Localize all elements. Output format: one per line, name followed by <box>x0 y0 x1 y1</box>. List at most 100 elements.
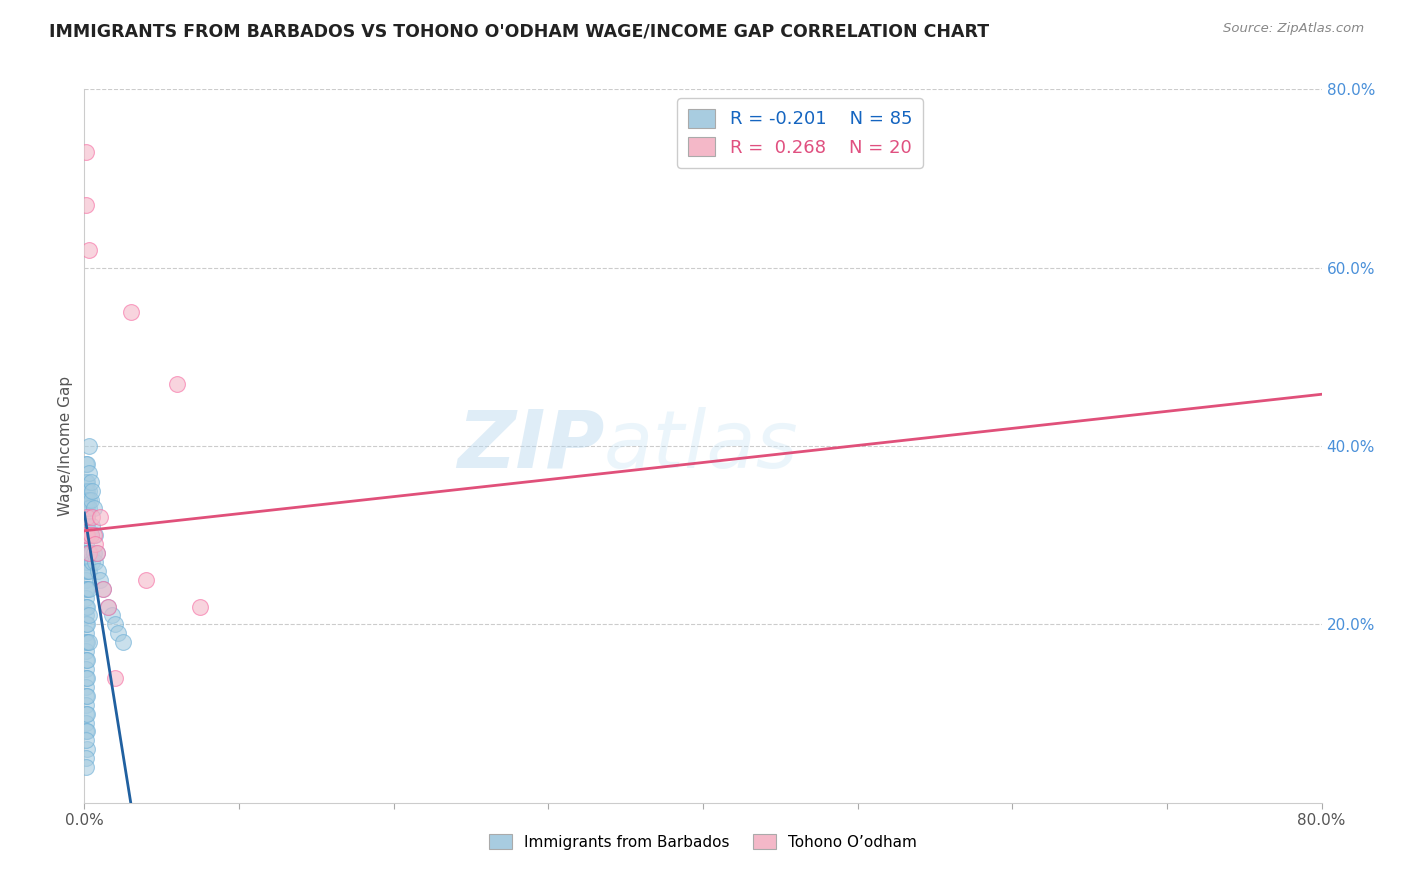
Point <box>75 457 97 471</box>
Point <box>83 501 105 516</box>
Point <box>75 537 97 551</box>
Point <box>82 519 104 533</box>
Point <box>89 573 111 587</box>
Point <box>76 501 98 516</box>
Point <box>96 599 118 614</box>
Point <box>75 145 97 159</box>
Point <box>75 528 97 542</box>
Point <box>79 528 101 542</box>
Point <box>76 671 98 685</box>
Point <box>75 492 97 507</box>
Point <box>75 198 97 212</box>
Point <box>76 546 98 560</box>
Point <box>77 546 100 560</box>
Point <box>84 528 107 542</box>
Point <box>76 528 98 542</box>
Point <box>75 528 97 542</box>
Point <box>76 528 98 542</box>
Point <box>76 599 98 614</box>
Point <box>75 483 97 498</box>
Y-axis label: Wage/Income Gap: Wage/Income Gap <box>58 376 73 516</box>
Point <box>76 689 98 703</box>
Point <box>77 635 100 649</box>
Point <box>76 457 98 471</box>
Point <box>75 475 97 489</box>
Point <box>89 510 111 524</box>
Point <box>75 635 97 649</box>
Point <box>83 546 105 560</box>
Point <box>75 519 97 533</box>
Point <box>83 528 105 542</box>
Point <box>120 305 142 319</box>
Point <box>75 626 97 640</box>
Point <box>76 483 98 498</box>
Point <box>77 582 100 596</box>
Point <box>91 582 114 596</box>
Point <box>76 724 98 739</box>
Point <box>82 510 104 524</box>
Point <box>75 501 97 516</box>
Point <box>76 555 98 569</box>
Point <box>75 653 97 667</box>
Point <box>75 555 97 569</box>
Legend: Immigrants from Barbados, Tohono O’odham: Immigrants from Barbados, Tohono O’odham <box>484 828 922 855</box>
Point <box>76 653 98 667</box>
Point <box>77 546 100 560</box>
Point <box>77 564 100 578</box>
Point <box>75 760 97 774</box>
Point <box>112 635 135 649</box>
Point <box>87 564 110 578</box>
Point <box>75 671 97 685</box>
Point <box>76 510 98 524</box>
Point <box>77 243 100 257</box>
Point <box>77 528 100 542</box>
Point <box>76 475 98 489</box>
Point <box>76 742 98 756</box>
Point <box>91 582 114 596</box>
Point <box>188 599 211 614</box>
Point <box>76 617 98 632</box>
Point <box>77 492 100 507</box>
Text: atlas: atlas <box>605 407 799 485</box>
Point <box>104 671 127 685</box>
Text: Source: ZipAtlas.com: Source: ZipAtlas.com <box>1223 22 1364 36</box>
Point <box>84 537 107 551</box>
Point <box>86 546 108 560</box>
Point <box>79 546 101 560</box>
Point <box>75 689 97 703</box>
Point <box>77 483 100 498</box>
Point <box>75 715 97 730</box>
Point <box>135 573 157 587</box>
Point <box>82 483 104 498</box>
Text: ZIP: ZIP <box>457 407 605 485</box>
Point <box>77 501 100 516</box>
Point <box>75 698 97 712</box>
Point <box>75 617 97 632</box>
Point <box>104 617 127 632</box>
Point <box>75 751 97 765</box>
Point <box>96 599 118 614</box>
Point <box>75 599 97 614</box>
Point <box>86 546 108 560</box>
Point <box>75 582 97 596</box>
Point <box>84 555 107 569</box>
Point <box>75 680 97 694</box>
Point <box>75 644 97 658</box>
Point <box>75 733 97 747</box>
Point <box>77 439 100 453</box>
Point <box>76 519 98 533</box>
Point <box>75 573 97 587</box>
Point <box>75 662 97 676</box>
Point <box>77 466 100 480</box>
Point <box>76 492 98 507</box>
Point <box>75 510 97 524</box>
Point <box>79 475 101 489</box>
Point <box>79 528 101 542</box>
Point <box>75 724 97 739</box>
Point <box>77 608 100 623</box>
Point <box>75 608 97 623</box>
Text: IMMIGRANTS FROM BARBADOS VS TOHONO O'ODHAM WAGE/INCOME GAP CORRELATION CHART: IMMIGRANTS FROM BARBADOS VS TOHONO O'ODH… <box>49 22 990 40</box>
Point <box>76 582 98 596</box>
Point <box>75 591 97 605</box>
Point <box>75 564 97 578</box>
